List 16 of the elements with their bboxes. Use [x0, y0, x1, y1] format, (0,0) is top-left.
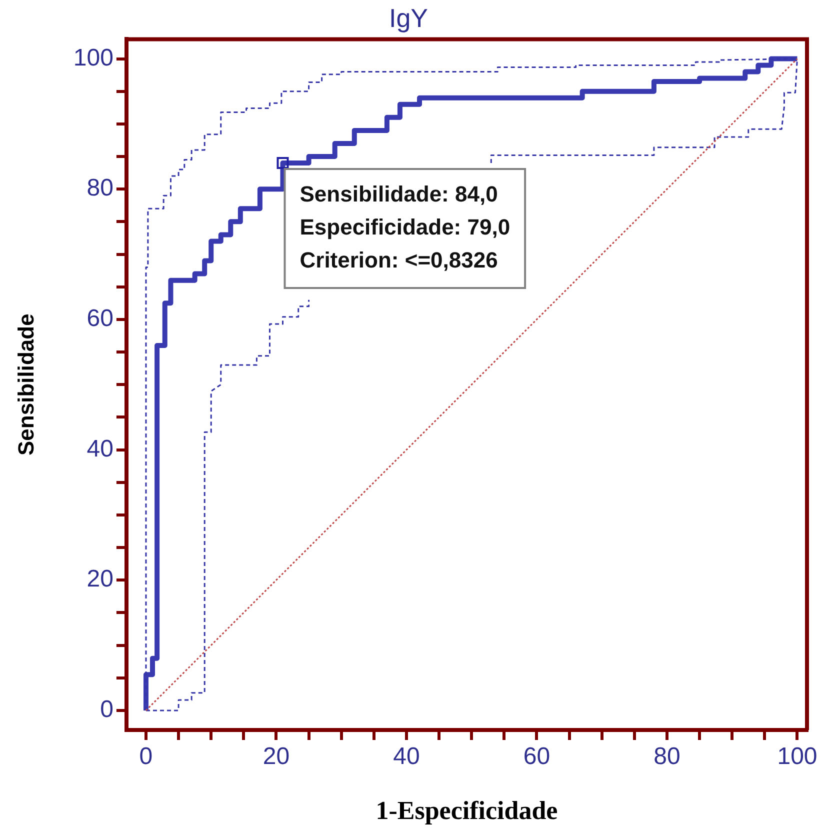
chart-title: IgY [388, 2, 428, 33]
y-tick-label: 20 [86, 566, 114, 593]
x-tick-label: 20 [262, 743, 290, 770]
y-tick-label: 60 [86, 305, 114, 332]
x-tick-label: 40 [393, 743, 420, 770]
annotation: Sensibilidade: 84,0 Especificidade: 79,0 Criterion: <=0,8326 [300, 182, 510, 273]
x-axis-title: 1-Especificidade [376, 796, 558, 826]
x-tick-label: 60 [523, 743, 550, 770]
y-tick-label: 0 [100, 696, 114, 724]
y-tick-label: 100 [73, 44, 114, 72]
x-tick-label: 80 [654, 743, 680, 770]
x-tick-label: 0 [139, 743, 153, 770]
y-axis-title: Sensibilidade [13, 314, 38, 456]
x-tick-label: 100 [777, 743, 818, 770]
y-tick-label: 40 [86, 435, 114, 462]
y-tick-label: 80 [86, 174, 114, 202]
